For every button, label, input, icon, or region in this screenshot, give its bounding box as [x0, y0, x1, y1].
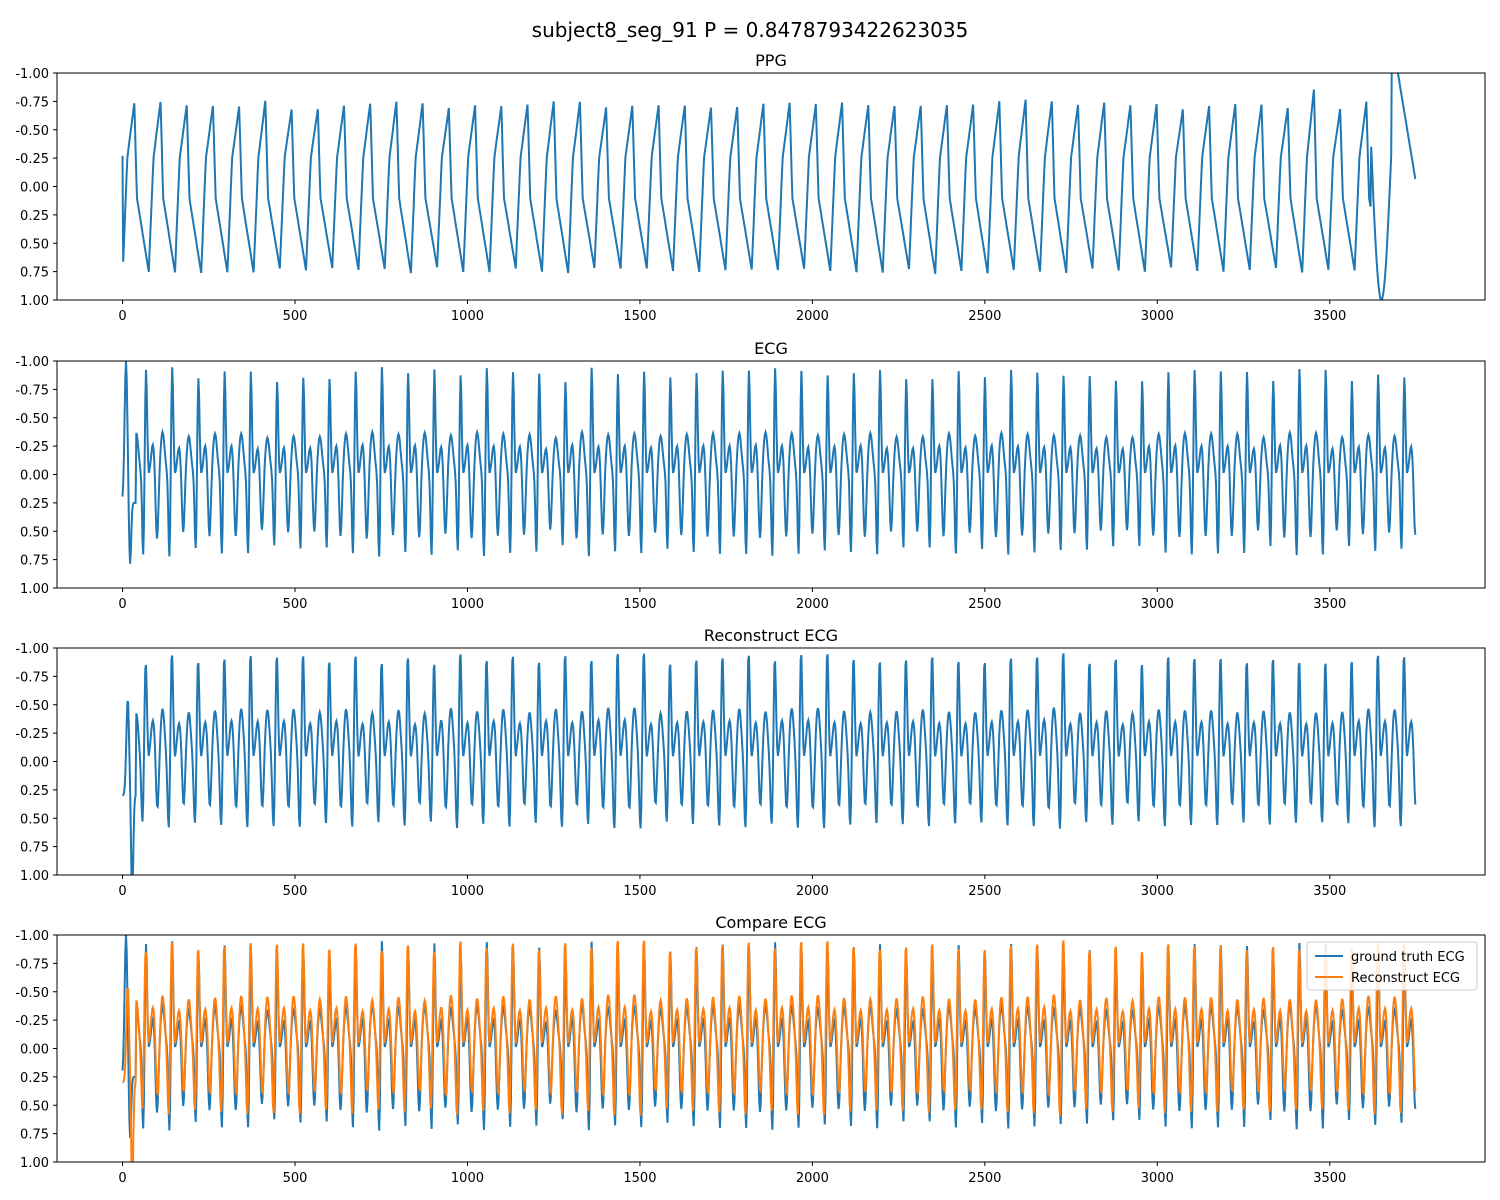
y-tick-label: -1.00 — [15, 929, 49, 944]
x-tick-label: 0 — [118, 884, 126, 899]
series-line-2 — [123, 940, 1416, 1184]
x-tick-label: 1000 — [451, 884, 484, 899]
panel-1: PPG 0 500 1000 1500 2000 2500 3000 3500 -1.00 -0.7… — [15, 36, 1485, 324]
x-tick-label: 500 — [283, 597, 308, 612]
y-tick-label: -1.00 — [15, 642, 49, 657]
x-tick-label: 1500 — [623, 1171, 656, 1186]
y-tick-label: -0.25 — [15, 152, 49, 167]
y-tick-label: 0.25 — [20, 209, 49, 224]
y-tick-label: 0.00 — [20, 756, 49, 771]
x-tick-label: 2000 — [796, 1171, 829, 1186]
y-tick-label: -0.50 — [15, 412, 49, 427]
y-tick-label: 0.75 — [20, 841, 49, 856]
y-tick-label: -0.75 — [15, 670, 49, 685]
y-tick-label: 1.00 — [20, 869, 49, 884]
x-tick-label: 0 — [118, 597, 126, 612]
y-tick-label: 0.75 — [20, 554, 49, 569]
y-tick-label: -0.50 — [15, 986, 49, 1001]
y-tick-label: -0.25 — [15, 1014, 49, 1029]
y-tick-label: 1.00 — [20, 1156, 49, 1171]
series-line-1 — [123, 36, 1416, 300]
x-tick-label: 3500 — [1313, 884, 1346, 899]
x-tick-label: 2000 — [796, 884, 829, 899]
x-tick-label: 500 — [283, 1171, 308, 1186]
y-tick-label: 0.50 — [20, 525, 49, 540]
x-tick-label: 2500 — [968, 884, 1001, 899]
y-tick-label: 0.75 — [20, 266, 49, 281]
y-tick-label: 0.25 — [20, 497, 49, 512]
panel-4: Compare ECG 0 500 1000 1500 2000 2500 3000 3500 -… — [15, 913, 1485, 1186]
x-tick-label: 1500 — [623, 884, 656, 899]
x-tick-label: 1000 — [451, 309, 484, 324]
y-tick-label: 0.00 — [20, 469, 49, 484]
x-tick-label: 500 — [283, 309, 308, 324]
y-tick-label: -1.00 — [15, 355, 49, 370]
panel-title: Compare ECG — [715, 913, 826, 932]
y-tick-label: -0.75 — [15, 957, 49, 972]
legend-label: ground truth ECG — [1351, 950, 1465, 965]
y-tick-label: 1.00 — [20, 582, 49, 597]
y-tick-label: 0.50 — [20, 812, 49, 827]
y-tick-label: -0.25 — [15, 440, 49, 455]
y-tick-label: -0.50 — [15, 124, 49, 139]
y-tick-label: -0.25 — [15, 727, 49, 742]
y-tick-label: 0.00 — [20, 181, 49, 196]
series-line-1 — [123, 361, 1416, 564]
x-tick-label: 3000 — [1141, 309, 1174, 324]
x-tick-label: 3500 — [1313, 597, 1346, 612]
x-tick-label: 0 — [118, 1171, 126, 1186]
y-tick-label: 1.00 — [20, 294, 49, 309]
panel-3: Reconstruct ECG 0 500 1000 1500 2000 2500 3000 3… — [15, 626, 1485, 899]
x-tick-label: 3500 — [1313, 1171, 1346, 1186]
x-tick-label: 2500 — [968, 309, 1001, 324]
series-line-1 — [123, 653, 1416, 897]
y-tick-label: -0.75 — [15, 95, 49, 110]
x-tick-label: 0 — [118, 309, 126, 324]
panel-title: PPG — [755, 51, 787, 70]
x-tick-label: 1000 — [451, 1171, 484, 1186]
y-tick-label: -1.00 — [15, 67, 49, 82]
x-tick-label: 2000 — [796, 309, 829, 324]
x-tick-label: 3000 — [1141, 884, 1174, 899]
x-tick-label: 3500 — [1313, 309, 1346, 324]
x-tick-label: 500 — [283, 884, 308, 899]
y-tick-label: 0.25 — [20, 784, 49, 799]
x-tick-label: 3000 — [1141, 597, 1174, 612]
x-tick-label: 2500 — [968, 597, 1001, 612]
x-tick-label: 1000 — [451, 597, 484, 612]
x-tick-label: 2000 — [796, 597, 829, 612]
panel-title: Reconstruct ECG — [704, 626, 838, 645]
axes-frame — [57, 73, 1485, 300]
y-tick-label: -0.50 — [15, 699, 49, 714]
x-tick-label: 2500 — [968, 1171, 1001, 1186]
legend-label: Reconstruct ECG — [1351, 971, 1460, 986]
x-tick-label: 1500 — [623, 309, 656, 324]
y-tick-label: 0.50 — [20, 237, 49, 252]
y-tick-label: 0.75 — [20, 1128, 49, 1143]
y-tick-label: 0.25 — [20, 1071, 49, 1086]
panel-title: ECG — [754, 339, 788, 358]
panel-2: ECG 0 500 1000 1500 2000 2500 3000 3500 -1.00 -0.7… — [15, 339, 1485, 612]
x-tick-label: 1500 — [623, 597, 656, 612]
legend: ground truth ECG Reconstruct ECG — [1307, 942, 1477, 990]
y-tick-label: 0.00 — [20, 1043, 49, 1058]
x-tick-label: 3000 — [1141, 1171, 1174, 1186]
y-tick-label: -0.75 — [15, 383, 49, 398]
y-tick-label: 0.50 — [20, 1099, 49, 1114]
